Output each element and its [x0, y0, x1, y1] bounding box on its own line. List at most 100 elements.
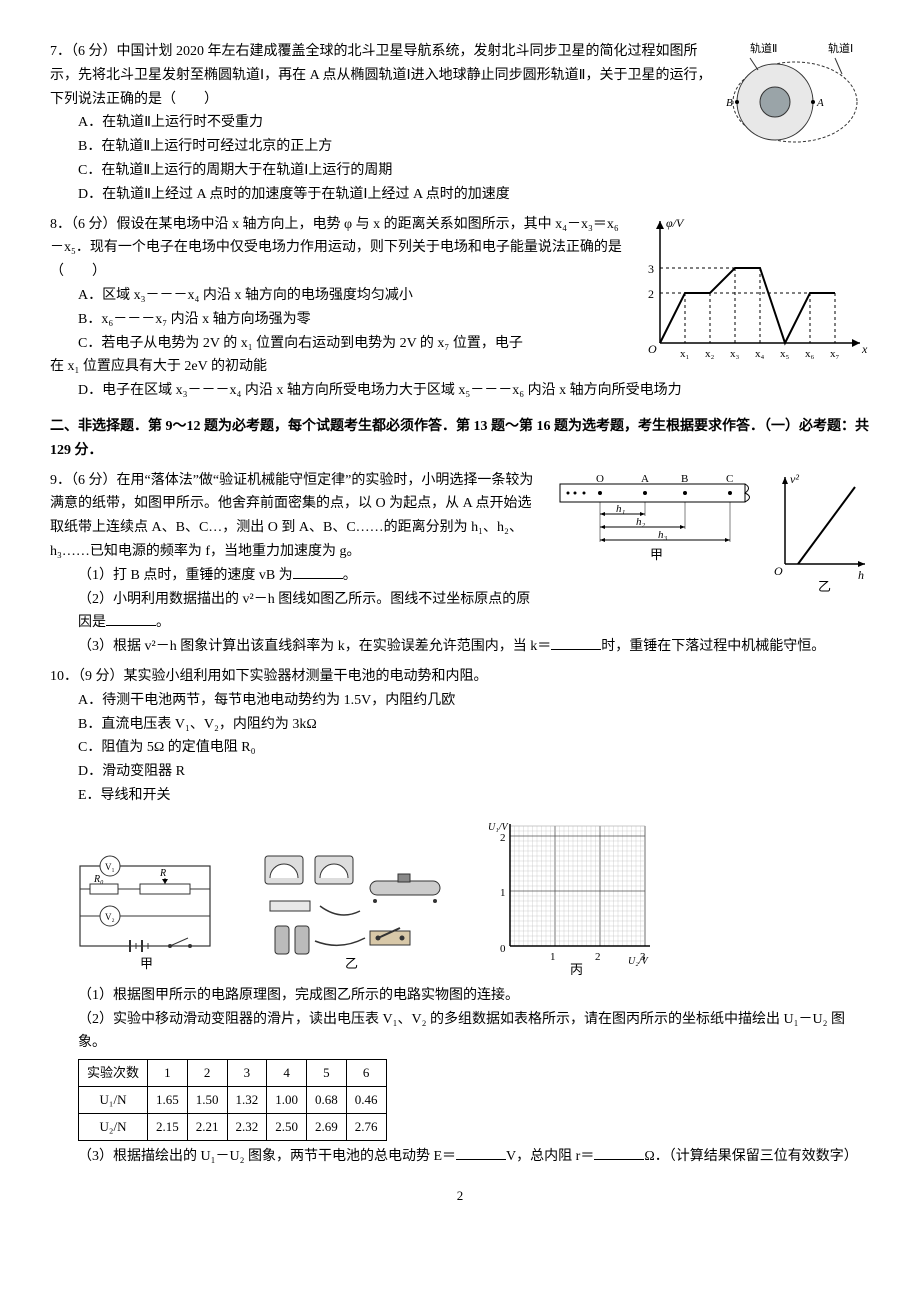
h2a2 — [680, 525, 685, 529]
q9-p3b: 时，重锤在下落过程中机械能守恒。 — [601, 639, 825, 654]
th-5: 5 — [307, 1060, 347, 1087]
q8-points: （6 分） — [71, 217, 117, 232]
cap-yi2: 乙 — [345, 956, 358, 971]
swp2 — [400, 935, 405, 940]
q8-opt-d: D．电子在区域 x₃－－－x₄ 内沿 x 轴方向所受电场力大于区域 x₅－－－x… — [50, 379, 870, 403]
r1-2: 1.50 — [187, 1087, 227, 1114]
blank-reason[interactable] — [106, 611, 156, 626]
q7-fig-a: A — [816, 97, 824, 109]
th-1: 1 — [148, 1060, 188, 1087]
byl: U₁/V — [488, 822, 509, 833]
cap-bing: 丙 — [570, 962, 583, 976]
r2-5: 2.69 — [307, 1114, 347, 1141]
sw-lever — [170, 938, 188, 946]
question-7: 轨道Ⅱ 轨道Ⅰ A B 7．（6 分）中国计划 2020 年左右建成覆盖全球的北… — [50, 40, 870, 207]
h3a1 — [600, 538, 605, 542]
question-9: O A B C h₁ h₂ h₃ 甲 — [50, 469, 870, 659]
q9-p3a: （3）根据 v²－h 图象计算出该直线斜率为 k，在实验误差允许范围内，当 k＝ — [78, 639, 551, 654]
r2-4: 2.50 — [267, 1114, 307, 1141]
q8-origin: O — [648, 342, 657, 356]
r2-h: U₂/N — [79, 1114, 148, 1141]
q7-fig-b: B — [726, 97, 733, 109]
q7-text: 中国计划 2020 年左右建成覆盖全球的北斗卫星导航系统，发射北斗同步卫星的简化… — [50, 44, 711, 107]
x-arrow — [852, 339, 860, 347]
q10-points: （9 分） — [78, 669, 124, 684]
q10-text: 某实验小组利用如下实验器材测量干电池的电动势和内阻。 — [124, 669, 488, 684]
v2-label: V₂ — [105, 912, 115, 922]
v1-label: V₁ — [105, 862, 115, 872]
cap-jia: 甲 — [650, 547, 663, 562]
leader-ii — [750, 58, 758, 70]
tape-tear — [745, 484, 750, 502]
rt1 — [373, 899, 377, 903]
question-8: φ/V x O 3 2 x₁ x₂ x₃ x₄ x₅ x₆ x₇ — [50, 213, 870, 403]
h2a1 — [600, 525, 605, 529]
blank-vb[interactable] — [293, 564, 343, 579]
q9-points: （6 分） — [71, 473, 117, 488]
r0-l: R₀ — [93, 874, 104, 885]
xt2: x₂ — [705, 348, 715, 360]
th-2: 2 — [187, 1060, 227, 1087]
dB — [683, 491, 687, 495]
r1-1: 1.65 — [148, 1087, 188, 1114]
q7-fig-label-ii: 轨道Ⅱ — [750, 41, 777, 55]
q10-p3c: Ω．（计算结果保留三位有效数字） — [644, 1149, 857, 1164]
wire1 — [320, 906, 360, 915]
xt4: x₄ — [755, 348, 765, 360]
r0-phys — [270, 901, 310, 911]
rheostat — [370, 881, 440, 895]
xt3: x₃ — [730, 348, 740, 360]
r1-3: 1.32 — [227, 1087, 267, 1114]
dO — [598, 491, 602, 495]
r2-3: 2.32 — [227, 1114, 267, 1141]
data-table: 实验次数 1 2 3 4 5 6 U₁/N 1.65 1.50 1.32 1.0… — [78, 1059, 387, 1141]
q7-num: 7． — [50, 44, 71, 59]
q8-curve — [660, 268, 835, 343]
r1-h: U₁/N — [79, 1087, 148, 1114]
fig-yi: 乙 — [250, 846, 450, 976]
table-row: 实验次数 1 2 3 4 5 6 — [79, 1060, 387, 1087]
q7-figure: 轨道Ⅱ 轨道Ⅰ A B — [720, 40, 870, 150]
wire2 — [315, 938, 365, 945]
q10-p1: （1）根据图甲所示的电路原理图，完成图乙所示的电路实物图的连接。 — [50, 984, 870, 1008]
section-title: 二、非选择题．第 9～12 题为必考题，每个试题考生都必须作答．第 13 题～第… — [50, 415, 870, 463]
h1a1 — [600, 512, 605, 516]
q10-p2: （2）实验中移动滑动变阻器的滑片，读出电压表 V₁、V₂ 的多组数据如表格所示，… — [50, 1008, 870, 1056]
by1: 1 — [500, 887, 506, 899]
table-row: U₂/N 2.15 2.21 2.32 2.50 2.69 2.76 — [79, 1114, 387, 1141]
d2 — [583, 491, 586, 494]
blank-r[interactable] — [594, 1145, 644, 1160]
lC: C — [726, 473, 733, 485]
r-box — [140, 884, 190, 894]
q8-xlabel: x — [861, 342, 868, 356]
blank-e[interactable] — [456, 1145, 506, 1160]
rt2 — [433, 899, 437, 903]
r2-2: 2.21 — [187, 1114, 227, 1141]
bxl: U₂/V — [628, 956, 649, 967]
batt2 — [295, 926, 309, 954]
q7-fig-label-i: 轨道Ⅰ — [828, 41, 853, 55]
r1-4: 1.00 — [267, 1087, 307, 1114]
q7-opt-c: C．在轨道Ⅱ上运行的周期大于在轨道Ⅰ上运行的周期 — [50, 159, 870, 183]
d1 — [574, 491, 577, 494]
q10-p3a: （3）根据描绘出的 U₁－U₂ 图象，两节干电池的总电动势 E＝ — [78, 1149, 456, 1164]
q9-line — [798, 487, 855, 564]
r2-1: 2.15 — [148, 1114, 188, 1141]
q9-p3: （3）根据 v²－h 图象计算出该直线斜率为 k，在实验误差允许范围内，当 k＝… — [50, 635, 870, 659]
blank-k[interactable] — [551, 635, 601, 650]
cap-jia2: 甲 — [140, 956, 153, 971]
point-b-dot — [735, 100, 739, 104]
fig-jia: V₁ R₀ R V₂ — [70, 846, 220, 976]
lB: B — [681, 473, 688, 485]
dC — [728, 491, 732, 495]
h3a2 — [725, 538, 730, 542]
lh2: h₂ — [636, 516, 646, 528]
q7-points: （6 分） — [71, 44, 117, 59]
r2-6: 2.76 — [346, 1114, 386, 1141]
th-4: 4 — [267, 1060, 307, 1087]
r1-5: 0.68 — [307, 1087, 347, 1114]
rheo-slider — [398, 874, 410, 882]
th-6: 6 — [346, 1060, 386, 1087]
by0: 0 — [500, 943, 506, 955]
fig-bing: U₁/V U₂/V 2 1 0 1 2 3 丙 — [480, 816, 660, 976]
